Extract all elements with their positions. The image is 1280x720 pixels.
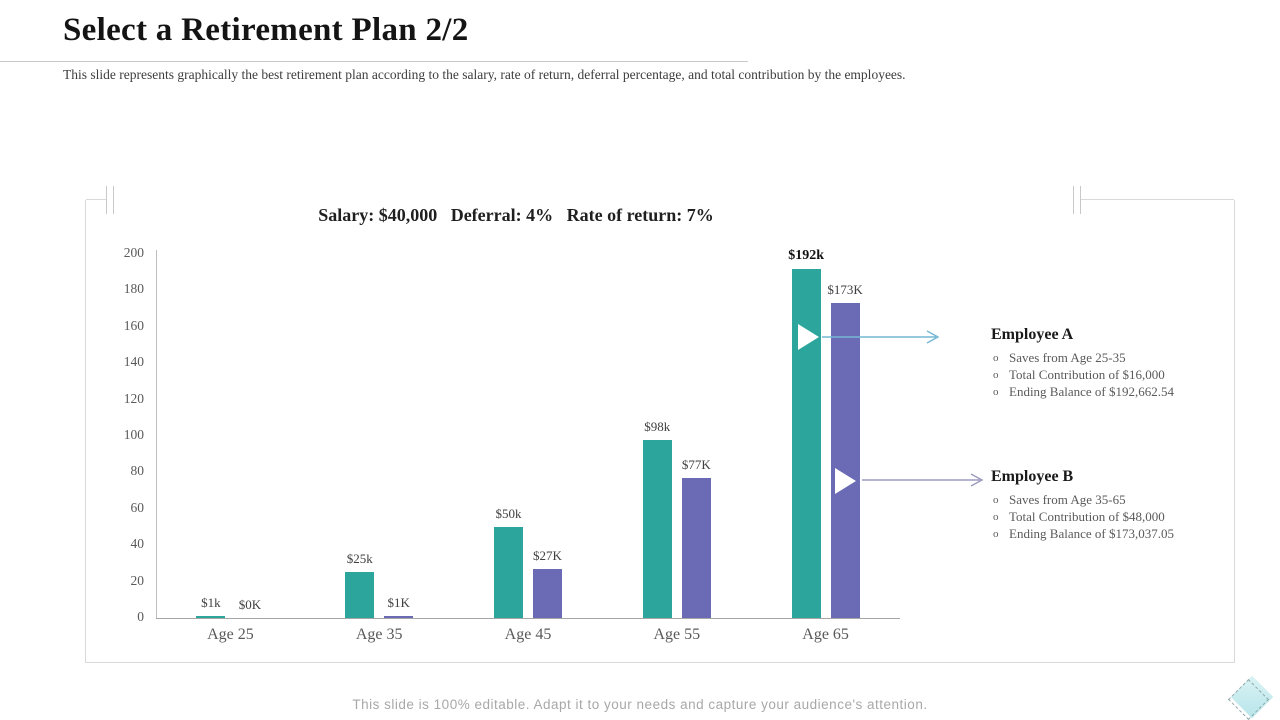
x-axis-category-label: Age 35	[355, 626, 403, 643]
bullet-item: Total Contribution of $48,000	[991, 509, 1241, 525]
bar-value-label: $27K	[533, 548, 562, 563]
employee-b-heading: Employee B	[991, 468, 1074, 485]
bar-value-label: $50k	[495, 506, 522, 521]
y-axis-tick-label: 100	[123, 427, 144, 442]
employee-b-bullet-list: Saves from Age 35-65 Total Contribution …	[991, 492, 1241, 542]
bullet-item: Saves from Age 25-35	[991, 350, 1241, 366]
bar-employee-a-age-55	[642, 440, 672, 618]
bar-value-label: $192k	[788, 248, 824, 263]
x-axis-category-label: Age 65	[802, 626, 849, 643]
y-axis-tick-label: 120	[123, 390, 144, 406]
bar-value-label: $25k	[346, 551, 373, 566]
panel-handle-mark	[113, 186, 114, 214]
y-axis-tick-label: 0	[137, 609, 144, 624]
employee-b-bar-marker-icon	[835, 468, 856, 494]
employee-a-arrow-icon	[822, 330, 940, 344]
employee-b-callout: Employee B Saves from Age 35-65 Total Co…	[991, 468, 1241, 543]
panel-handle-mark	[1080, 186, 1081, 214]
page-title: Select a Retirement Plan 2/2	[63, 12, 469, 48]
y-axis-tick-label: 40	[130, 536, 145, 552]
bar-value-label: $173K	[827, 282, 863, 297]
bar-value-label: $1k	[201, 595, 221, 610]
panel-border-top-left	[86, 199, 106, 200]
y-axis-tick-label: 160	[123, 317, 144, 333]
bar-chart: 0 20 40 60 80 100 120 140 160 180 200 Age 25 $1k $0K A…	[86, 200, 1234, 662]
y-axis-line	[156, 250, 157, 618]
chart-title: Salary: $40,000 Deferral: 4% Rate of ret…	[318, 205, 714, 225]
bullet-item: Ending Balance of $192,662.54	[991, 384, 1241, 400]
bar-value-label: $77K	[681, 457, 711, 472]
x-axis-category-label: Age 25	[207, 626, 254, 643]
employee-a-callout: Employee A Saves from Age 25-35 Total Co…	[991, 326, 1241, 401]
bullet-item: Saves from Age 35-65	[991, 492, 1241, 508]
x-axis-line	[156, 618, 900, 619]
bar-value-label: $98k	[644, 419, 671, 434]
bar-employee-a-age-45	[494, 527, 523, 618]
y-axis-tick-label: 180	[123, 281, 144, 297]
employee-a-bullet-list: Saves from Age 25-35 Total Contribution …	[991, 350, 1241, 400]
panel-handle-mark	[1073, 186, 1074, 214]
y-axis-tick-label: 200	[123, 245, 144, 260]
employee-a-heading: Employee A	[991, 326, 1074, 343]
bar-employee-b-age-35	[384, 616, 414, 618]
slide-subtitle: This slide represents graphically the be…	[63, 67, 906, 82]
employee-b-arrow-icon	[862, 473, 984, 487]
bar-employee-a-age-35	[345, 572, 375, 618]
bar-employee-b-age-55	[681, 478, 711, 618]
y-axis-tick-label: 60	[130, 499, 145, 515]
bar-employee-a-age-65	[791, 269, 821, 618]
employee-a-bar-marker-icon	[798, 324, 819, 350]
x-axis-category-label: Age 55	[653, 626, 701, 643]
diamond-ornament-outline-icon	[1227, 678, 1270, 720]
bar-employee-b-age-65	[830, 303, 860, 618]
panel-handle-mark	[106, 186, 107, 214]
chart-panel: Salary: $40,000 Deferral: 4% Rate of ret…	[85, 186, 1235, 663]
footer-note: This slide is 100% editable. Adapt it to…	[352, 697, 928, 712]
bar-value-label: $1K	[387, 595, 410, 610]
y-axis-tick-label: 20	[130, 572, 145, 588]
x-axis-category-label: Age 45	[504, 626, 552, 643]
title-divider	[0, 61, 748, 62]
bar-employee-a-age-25	[196, 616, 226, 618]
bar-employee-b-age-45	[533, 569, 562, 618]
panel-border-top-right	[1080, 199, 1234, 200]
bar-value-label: $0K	[238, 597, 262, 612]
y-axis-tick-label: 80	[130, 463, 145, 479]
bullet-item: Total Contribution of $16,000	[991, 367, 1241, 383]
bullet-item: Ending Balance of $173,037.05	[991, 526, 1241, 542]
y-axis-tick-label: 140	[123, 354, 144, 370]
